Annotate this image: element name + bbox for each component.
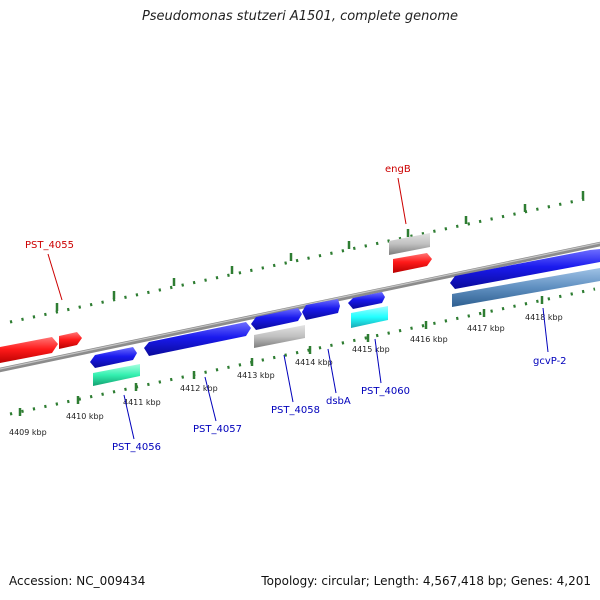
pst4058-leader-line	[283, 354, 294, 403]
feature-pst4060-cyan	[351, 306, 388, 328]
kbp-label: 4413 kbp	[237, 371, 275, 380]
feature-red-left	[0, 337, 58, 364]
pst4057-leader-line	[204, 376, 217, 422]
gene-label-gcvp2: gcvP-2	[533, 356, 567, 367]
kbp-label: 4410 kbp	[66, 412, 104, 421]
engb-leader-line	[397, 177, 407, 225]
upper-tick-track	[9, 197, 586, 324]
kbp-label: 4412 kbp	[180, 384, 218, 393]
gene-label-dsba: dsbA	[326, 396, 351, 407]
pst4055-leader-line	[47, 253, 63, 301]
kbp-label: 4411 kbp	[123, 398, 161, 407]
feature-red-small	[59, 332, 82, 349]
feature-engb-grey	[389, 233, 430, 255]
feature-pst4056-blue	[90, 347, 137, 368]
feature-engb	[393, 253, 432, 273]
kbp-label: 4414 kbp	[295, 358, 333, 367]
lower-major-ticks	[18, 296, 544, 416]
pst4056-leader-line	[123, 394, 135, 440]
feature-gcvp2-steel	[452, 268, 600, 307]
gene-label-engb: engB	[385, 164, 411, 175]
pst4060-leader-line	[374, 338, 382, 384]
feature-pst4057	[144, 322, 251, 356]
feature-pst4058-blue	[251, 308, 302, 330]
feature-gcvp2-blue	[450, 249, 600, 289]
gene-label-pst4060: PST_4060	[361, 386, 410, 397]
kbp-label: 4415 kbp	[352, 345, 390, 354]
gene-label-pst4056: PST_4056	[112, 442, 161, 453]
kbp-label: 4409 kbp	[9, 428, 47, 437]
upper-major-ticks	[55, 191, 585, 311]
footer-summary: Topology: circular; Length: 4,567,418 bp…	[261, 574, 591, 588]
genome-backbone	[0, 241, 600, 373]
footer-accession: Accession: NC_009434	[9, 574, 146, 588]
map-title: Pseudomonas stutzeri A1501, complete gen…	[141, 9, 459, 24]
gene-label-pst4058: PST_4058	[271, 405, 320, 416]
gene-label-pst4057: PST_4057	[193, 424, 242, 435]
feature-pst4058-grey	[254, 325, 305, 348]
gcvp2-leader-line	[542, 307, 549, 353]
gene-label-pst4055: PST_4055	[25, 240, 74, 251]
genome-backbone-highlight	[0, 242, 600, 370]
feature-dsba	[302, 299, 340, 320]
feature-pst4056-seagreen	[93, 364, 140, 386]
kbp-label: 4416 kbp	[410, 335, 448, 344]
kbp-label: 4417 kbp	[467, 324, 505, 333]
dsba-leader-line	[327, 348, 337, 394]
feature-pst4060-blue	[348, 292, 385, 309]
